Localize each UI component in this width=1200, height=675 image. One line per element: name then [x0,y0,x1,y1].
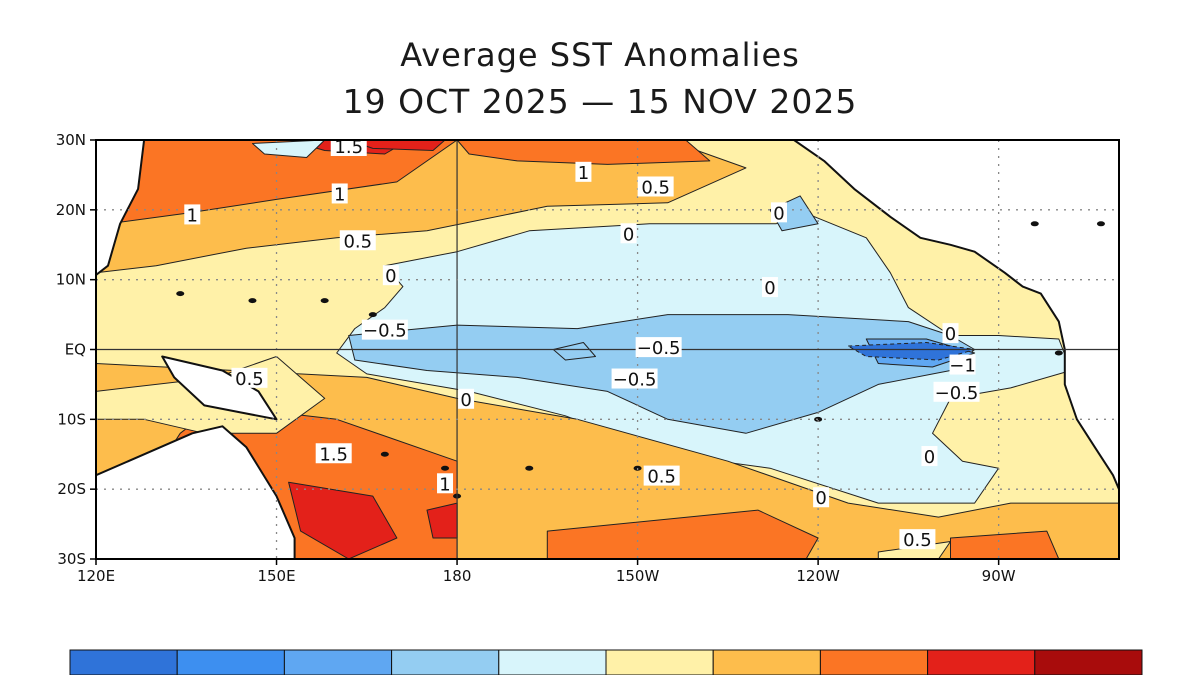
contour-label: 0.5 [903,530,932,551]
island [368,312,377,318]
island [441,465,450,471]
axis-ticks: 120E 150E 180 150W 120W 90W 30N 20N 10N EQ 10S 20S 3… [56,131,1016,585]
colorbar-swatch [605,649,714,675]
y-tick-label: 30N [56,131,86,149]
landmass [793,140,1119,491]
island [320,298,329,304]
contour-label: 1.5 [319,444,348,465]
contour-label: 0 [623,224,634,245]
y-tick-label: 10S [57,410,86,428]
contour-label-bg [184,204,201,225]
x-tick-label: 150E [257,567,295,585]
anomaly-region [546,509,819,559]
contour-label: 1 [439,474,450,495]
contour-label: 0 [773,203,784,224]
island [525,465,534,471]
x-tick-label: 150W [616,567,660,585]
anomaly-region [252,140,326,158]
island [248,298,257,304]
y-tick-label: 10N [56,271,86,289]
contour-label-bg [771,202,788,223]
contour-label-bg [458,388,475,409]
contour-label: −0.5 [935,383,979,404]
contour-label-bg [361,319,408,340]
island [814,416,823,422]
contour-label-bg [575,161,592,182]
contour-label: −0.5 [363,321,407,342]
island [1030,221,1039,227]
anomaly-region [950,530,1060,559]
contour-label: 1 [187,205,198,226]
colorbar-swatch [391,649,500,675]
contour-label: 0.5 [235,369,264,390]
contour-label: 0 [815,488,826,509]
contour-label-bg [813,487,830,508]
contour-label-bg [437,473,454,494]
contour-label: 0 [945,324,956,345]
contour-label: −1 [949,356,976,377]
contour-label-bg [637,176,674,197]
contour-label-bg [643,465,680,486]
map-title: Average SST Anomalies [400,36,800,74]
contour-label: 0 [460,390,471,411]
contour-label-bg [231,367,268,388]
contour-label-bg [635,337,682,358]
island [1096,221,1105,227]
contour-label-bg [611,368,658,389]
anomaly-region [288,481,398,559]
x-tick-label: 120E [77,567,115,585]
island [1054,350,1063,356]
contour-label-bg [339,230,376,251]
colorbar-swatch [819,649,929,675]
anomaly-region [348,314,976,434]
landmass [161,355,278,421]
contour-label-bg [315,443,352,464]
x-tick-label: 90W [982,567,1016,585]
contour-label: 0.5 [641,177,670,198]
y-tick-label: 30S [57,550,86,568]
contour-label: 0 [385,266,396,287]
contour-label: 1.5 [334,137,363,158]
colorbar-swatch [176,649,285,675]
cold-core-region [846,341,975,361]
contour-label: 0.5 [343,231,372,252]
colorbar-swatch [927,649,1036,675]
island [380,451,389,457]
landmass [96,425,296,559]
colorbar [69,649,1143,675]
contour-label: −0.5 [637,338,681,359]
contour-label: 0 [764,278,775,299]
contour-label-bg [921,446,938,467]
x-tick-label: 180 [443,567,472,585]
contour-label: 1 [578,163,589,184]
colorbar-swatch [498,649,607,675]
contour-label-bg [331,183,348,204]
contour-label: −0.5 [613,370,657,391]
map-date-range: 19 OCT 2025 — 15 NOV 2025 [342,82,858,121]
contour-label-bg [942,323,959,344]
contour-label-bg [899,529,936,550]
contour-label: 1 [334,184,345,205]
contour-label-bg [933,381,980,402]
colorbar-swatch [283,649,393,675]
anomaly-region [552,342,596,361]
colorbar-swatch [69,649,178,675]
contour-label: 0.5 [647,467,676,488]
colorbar-swatch [712,649,821,675]
contour-label-bg [761,277,778,298]
contour-label-bg [382,265,399,286]
y-tick-label: 20S [57,480,86,498]
y-tick-label: EQ [65,341,86,359]
y-tick-label: 20N [56,201,86,219]
island [176,291,185,297]
anomaly-region [456,140,711,165]
contour-label: 0 [924,447,935,468]
contour-label-bg [620,223,637,244]
landmass [96,140,146,323]
contour-label-bg [949,354,976,375]
x-tick-label: 120W [796,567,840,585]
colorbar-swatch [1034,649,1143,675]
